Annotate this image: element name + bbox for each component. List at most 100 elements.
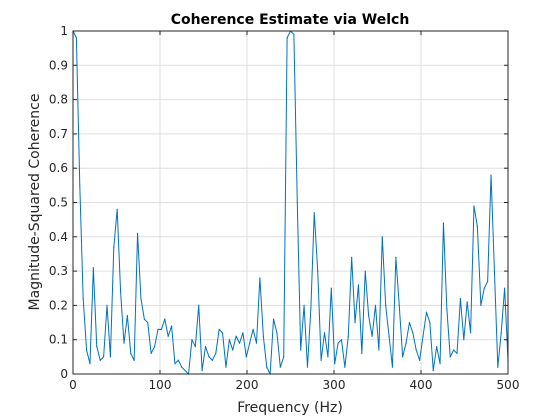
coherence-data-point <box>453 349 455 351</box>
coherence-data-point <box>354 321 356 324</box>
coherence-data-point <box>500 332 502 334</box>
coherence-data-point <box>436 345 438 348</box>
coherence-data-point <box>385 304 387 306</box>
coherence-data-point <box>493 270 496 272</box>
coherence-data-point <box>249 342 251 344</box>
coherence-data-point <box>211 359 213 361</box>
y-tick-label: 1 <box>60 24 68 38</box>
coherence-data-point <box>364 270 366 272</box>
coherence-data-point <box>381 236 383 238</box>
coherence-data-point <box>422 335 424 337</box>
y-tick-label: 0.4 <box>49 230 68 244</box>
coherence-data-point <box>177 359 179 361</box>
coherence-data-point <box>235 335 237 337</box>
coherence-data-point <box>446 308 448 310</box>
coherence-data-point <box>170 325 173 327</box>
coherence-data-point <box>242 332 244 334</box>
coherence-data-point <box>306 366 309 368</box>
coherence-data-point <box>123 342 125 344</box>
x-tick-label: 200 <box>236 378 259 392</box>
coherence-data-point <box>402 356 404 358</box>
coherence-data-point <box>215 352 217 355</box>
coherence-data-point <box>466 301 468 303</box>
coherence-data-point <box>388 335 390 337</box>
coherence-data-point <box>75 37 77 39</box>
coherence-data-point <box>429 321 431 324</box>
coherence-data-point <box>351 256 353 258</box>
coherence-data-point <box>293 33 295 36</box>
x-tick-label: 0 <box>69 378 77 392</box>
coherence-data-point <box>347 335 349 337</box>
coherence-data-point <box>469 332 472 334</box>
coherence-data-point <box>96 345 98 348</box>
coherence-data-point <box>167 335 169 337</box>
coherence-data-point <box>154 345 156 348</box>
x-axis-label: Frequency (Hz) <box>237 400 343 416</box>
coherence-data-point <box>463 339 465 341</box>
coherence-data-point <box>374 304 377 306</box>
coherence-data-point <box>317 270 319 272</box>
x-tick-label: 500 <box>497 378 520 392</box>
coherence-data-point <box>140 297 142 300</box>
coherence-data-point <box>425 311 428 313</box>
coherence-data-point <box>204 345 207 348</box>
grid-layer <box>72 30 509 375</box>
coherence-data-point <box>320 359 322 361</box>
coherence-data-point <box>395 256 397 258</box>
coherence-data-point <box>201 369 203 372</box>
coherence-data-point <box>106 304 108 306</box>
coherence-data-point <box>82 297 84 300</box>
coherence-data-point <box>286 37 288 39</box>
coherence-data-point <box>89 363 91 365</box>
coherence-data-point <box>490 174 492 176</box>
coherence-data-point <box>130 352 132 355</box>
x-tick-label: 100 <box>149 378 172 392</box>
x-tick-label: 300 <box>323 378 346 392</box>
coherence-data-point <box>208 356 210 358</box>
y-tick-label: 0.3 <box>49 264 68 278</box>
y-axis-label: Magnitude-Squared Coherence <box>27 94 43 311</box>
coherence-data-point <box>218 328 220 331</box>
coherence-data-point <box>252 328 254 331</box>
y-tick-label: 0.2 <box>49 298 68 312</box>
coherence-data-point <box>368 315 370 317</box>
coherence-data-point <box>221 332 224 334</box>
coherence-data-point <box>419 359 421 361</box>
y-tick-label: 0.7 <box>49 127 68 141</box>
coherence-data-point <box>432 369 434 372</box>
y-tick-label: 0.8 <box>49 93 68 107</box>
coherence-data-point <box>439 363 441 365</box>
coherence-data-point <box>262 335 264 337</box>
coherence-data-point <box>442 222 445 224</box>
chart-title: Coherence Estimate via Welch <box>171 12 410 28</box>
coherence-data-point <box>113 246 115 248</box>
coherence-data-point <box>279 366 281 368</box>
coherence-data-point <box>85 349 88 351</box>
x-tick-label: 400 <box>410 378 433 392</box>
coherence-data-point <box>143 318 145 320</box>
coherence-data-point <box>405 342 407 344</box>
coherence-data-point <box>79 184 81 186</box>
coherence-data-point <box>228 339 230 341</box>
coherence-data-point <box>483 287 485 289</box>
coherence-data-point <box>408 321 411 324</box>
coherence-data-point <box>398 304 400 306</box>
coherence-data-point <box>476 225 478 228</box>
coherence-data-point <box>109 356 112 358</box>
coherence-data-point <box>198 304 200 306</box>
coherence-data-point <box>340 339 343 341</box>
coherence-data-point <box>272 318 275 320</box>
coherence-data-point <box>259 277 261 279</box>
coherence-data-point <box>126 315 128 317</box>
coherence-data-point <box>327 356 329 358</box>
coherence-data-point <box>103 356 105 358</box>
coherence-data-point <box>99 359 101 361</box>
coherence-data-point <box>371 335 373 337</box>
coherence-data-point <box>150 352 152 355</box>
coherence-data-point <box>412 332 414 334</box>
coherence-data-point <box>194 345 196 348</box>
coherence-data-point <box>480 304 482 306</box>
coherence-data-point <box>456 352 458 355</box>
